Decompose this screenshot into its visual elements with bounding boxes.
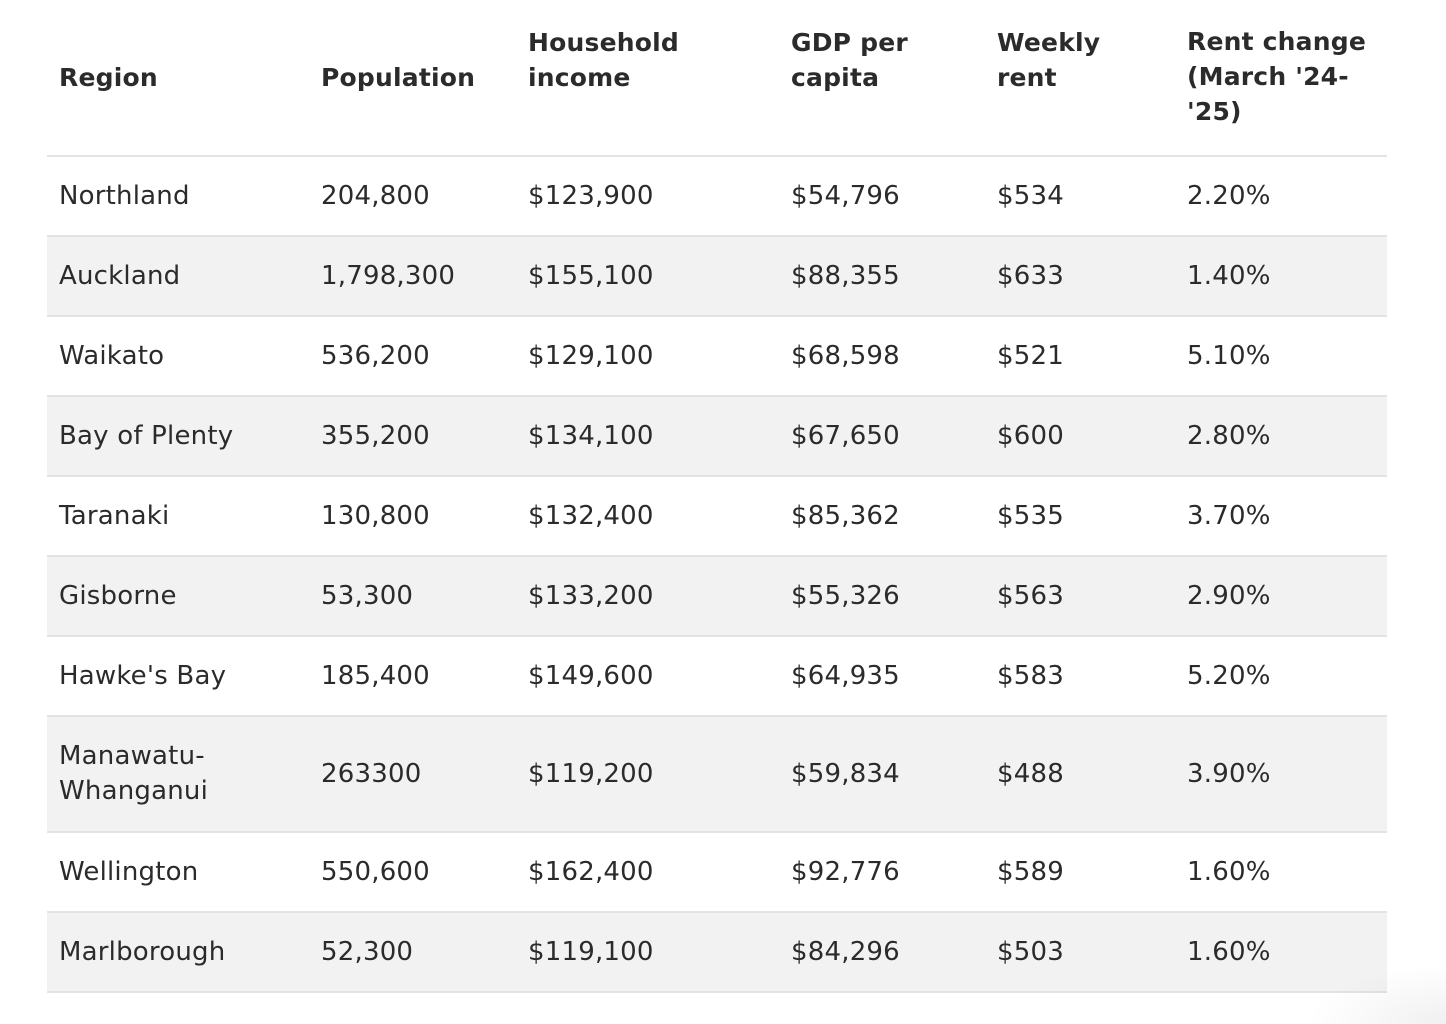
cell-gdp-per-capita: $67,650 <box>791 420 900 451</box>
column-header-gdp-per-capita: GDP per capita <box>791 28 908 92</box>
cell-gdp-per-capita: $55,326 <box>791 580 900 611</box>
table-row: Gisborne 53,300 $133,200 $55,326 $563 2.… <box>47 556 1387 636</box>
cell-rent-change: 1.60% <box>1187 936 1271 967</box>
table-body: Northland 204,800 $123,900 $54,796 $534 … <box>47 156 1387 992</box>
table-row: Taranaki 130,800 $132,400 $85,362 $535 3… <box>47 476 1387 556</box>
cell-gdp-per-capita: $68,598 <box>791 340 900 371</box>
cell-region: Bay of Plenty <box>59 420 234 451</box>
cell-gdp-per-capita: $88,355 <box>791 260 900 291</box>
cell-region: Taranaki <box>59 500 170 531</box>
cell-rent-change: 5.20% <box>1187 660 1271 691</box>
column-header-rent-change: Rent change (March '24-'25) <box>1187 27 1366 126</box>
cell-rent-change: 2.20% <box>1187 180 1271 211</box>
cell-weekly-rent: $503 <box>997 936 1064 967</box>
table-row: Wellington 550,600 $162,400 $92,776 $589… <box>47 832 1387 912</box>
table-row: Auckland 1,798,300 $155,100 $88,355 $633… <box>47 236 1387 316</box>
column-header-region: Region <box>59 63 158 92</box>
cell-population: 204,800 <box>321 180 430 211</box>
region-stats-table-container: Region Population Household income GDP p… <box>47 0 1387 993</box>
cell-population: 53,300 <box>321 580 414 611</box>
table-row: Bay of Plenty 355,200 $134,100 $67,650 $… <box>47 396 1387 476</box>
cell-household-income: $162,400 <box>528 856 654 887</box>
cell-weekly-rent: $583 <box>997 660 1064 691</box>
cell-population: 1,798,300 <box>321 260 456 291</box>
table-row: Hawke's Bay 185,400 $149,600 $64,935 $58… <box>47 636 1387 716</box>
cell-weekly-rent: $488 <box>997 758 1064 789</box>
cell-weekly-rent: $534 <box>997 180 1064 211</box>
cell-population: 185,400 <box>321 660 430 691</box>
cell-weekly-rent: $600 <box>997 420 1064 451</box>
cell-region: Hawke's Bay <box>59 660 227 691</box>
cell-rent-change: 2.90% <box>1187 580 1271 611</box>
table-row: Marlborough 52,300 $119,100 $84,296 $503… <box>47 912 1387 992</box>
table-row: Manawatu-Whanganui 263300 $119,200 $59,8… <box>47 716 1387 832</box>
cell-population: 130,800 <box>321 500 430 531</box>
cell-population: 536,200 <box>321 340 430 371</box>
cell-household-income: $129,100 <box>528 340 654 371</box>
table-row: Northland 204,800 $123,900 $54,796 $534 … <box>47 156 1387 236</box>
cell-gdp-per-capita: $84,296 <box>791 936 900 967</box>
cell-gdp-per-capita: $59,834 <box>791 758 900 789</box>
cell-population: 52,300 <box>321 936 414 967</box>
cell-weekly-rent: $633 <box>997 260 1064 291</box>
region-stats-table: Region Population Household income GDP p… <box>47 0 1387 993</box>
cell-rent-change: 3.90% <box>1187 758 1271 789</box>
cell-household-income: $132,400 <box>528 500 654 531</box>
cell-weekly-rent: $535 <box>997 500 1064 531</box>
cell-household-income: $119,200 <box>528 758 654 789</box>
header-row: Region Population Household income GDP p… <box>47 0 1387 156</box>
cell-region: Northland <box>59 180 190 211</box>
cell-household-income: $119,100 <box>528 936 654 967</box>
cell-region: Waikato <box>59 340 165 371</box>
cell-region: Auckland <box>59 260 181 291</box>
cell-rent-change: 3.70% <box>1187 500 1271 531</box>
cell-rent-change: 1.40% <box>1187 260 1271 291</box>
cell-gdp-per-capita: $92,776 <box>791 856 900 887</box>
cell-weekly-rent: $521 <box>997 340 1064 371</box>
cell-population: 550,600 <box>321 856 430 887</box>
cell-household-income: $155,100 <box>528 260 654 291</box>
cell-weekly-rent: $563 <box>997 580 1064 611</box>
column-header-weekly-rent: Weekly rent <box>997 28 1101 92</box>
cell-rent-change: 2.80% <box>1187 420 1271 451</box>
cell-weekly-rent: $589 <box>997 856 1064 887</box>
cell-population: 355,200 <box>321 420 430 451</box>
cell-household-income: $133,200 <box>528 580 654 611</box>
cell-region: Wellington <box>59 856 199 887</box>
cell-region: Gisborne <box>59 580 177 611</box>
cell-household-income: $123,900 <box>528 180 654 211</box>
cell-gdp-per-capita: $64,935 <box>791 660 900 691</box>
cell-rent-change: 5.10% <box>1187 340 1271 371</box>
cell-gdp-per-capita: $54,796 <box>791 180 900 211</box>
cell-region: Manawatu-Whanganui <box>59 741 209 806</box>
cell-gdp-per-capita: $85,362 <box>791 500 900 531</box>
table-header: Region Population Household income GDP p… <box>47 0 1387 156</box>
cell-household-income: $149,600 <box>528 660 654 691</box>
cell-population: 263300 <box>321 758 422 789</box>
cell-rent-change: 1.60% <box>1187 856 1271 887</box>
cell-household-income: $134,100 <box>528 420 654 451</box>
cell-region: Marlborough <box>59 936 226 967</box>
table-row: Waikato 536,200 $129,100 $68,598 $521 5.… <box>47 316 1387 396</box>
column-header-household-income: Household income <box>528 28 679 92</box>
column-header-population: Population <box>321 63 476 92</box>
